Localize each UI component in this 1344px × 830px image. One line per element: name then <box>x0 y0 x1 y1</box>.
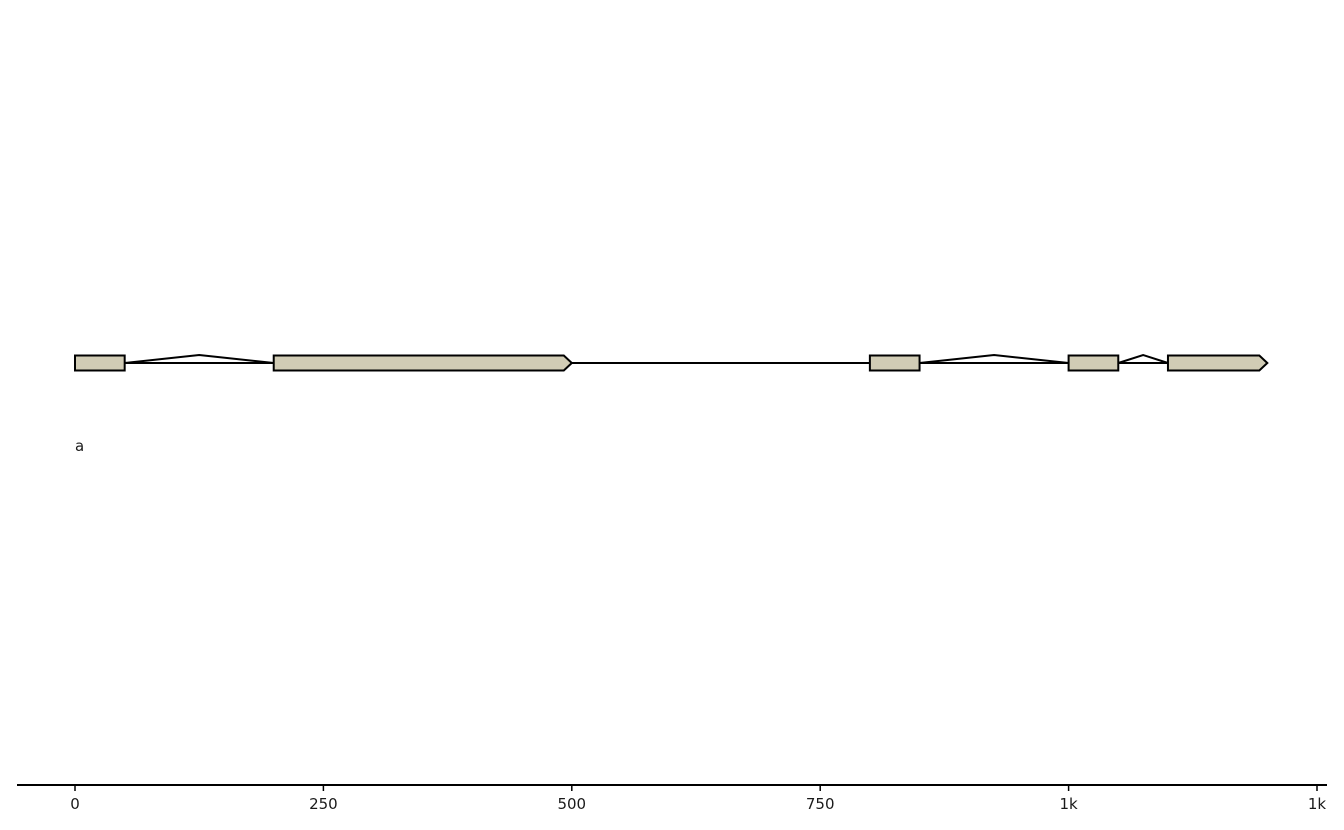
exon-arrow <box>272 354 574 372</box>
x-axis: 0 250 500 750 1k 1k <box>17 784 1327 813</box>
intron-chevron <box>1117 353 1169 364</box>
x-tick-label: 250 <box>309 795 338 813</box>
x-tick-label: 500 <box>557 795 586 813</box>
exon-box <box>74 354 126 372</box>
intron-chevron <box>919 353 1069 364</box>
x-tick-label: 1k <box>1059 795 1078 813</box>
intron-chevron <box>124 353 274 364</box>
exon-box <box>868 354 921 372</box>
transcript-0: a <box>74 353 1269 455</box>
x-tick-label: 750 <box>806 795 835 813</box>
exon-box <box>1067 354 1120 372</box>
x-tick-label: 0 <box>70 795 80 813</box>
x-tick-label: 1k <box>1308 795 1327 813</box>
exon-arrow <box>1166 354 1269 372</box>
transcript-label: a <box>75 437 84 455</box>
x-axis-ticks: 0 250 500 750 1k 1k <box>70 785 1326 813</box>
transcript-tracks: a <box>74 353 1269 455</box>
